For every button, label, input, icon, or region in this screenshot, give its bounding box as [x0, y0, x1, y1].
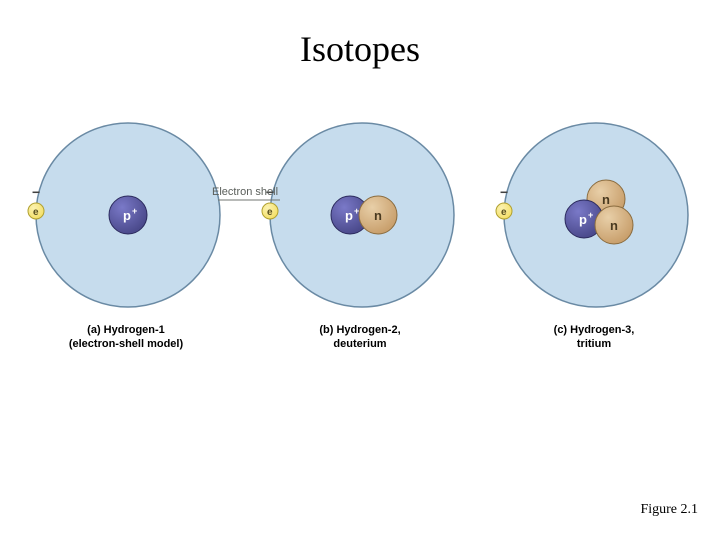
caption-line1: (b) Hydrogen-2, [319, 324, 400, 336]
atom-panel-hydrogen-3: n p+ n e − (c) Hydrogen-3, tritium [484, 115, 704, 352]
svg-text:p: p [123, 208, 131, 223]
proton: p+ [109, 196, 147, 234]
electron-minus: − [32, 184, 40, 200]
panel-caption: (a) Hydrogen-1 (electron-shell model) [69, 323, 183, 352]
svg-text:+: + [132, 206, 137, 216]
svg-text:+: + [588, 210, 593, 220]
svg-text:p: p [345, 208, 353, 223]
panel-caption: (b) Hydrogen-2, deuterium [319, 323, 400, 352]
svg-text:p: p [579, 212, 587, 227]
svg-text:e: e [501, 207, 507, 218]
panel-caption: (c) Hydrogen-3, tritium [554, 323, 635, 352]
neutron: n [359, 196, 397, 234]
atom-svg-hydrogen-3: n p+ n e − [484, 115, 704, 315]
electron-shell-annotation: Electron shell [212, 186, 278, 198]
caption-line2: (electron-shell model) [69, 338, 183, 350]
caption-line1: (a) Hydrogen-1 [87, 324, 165, 336]
svg-text:n: n [374, 208, 382, 223]
atom-panel-hydrogen-1: p+ e − (a) Hydrogen-1 (electron-shell model… [16, 115, 236, 352]
svg-text:+: + [354, 206, 359, 216]
neutron: n [595, 206, 633, 244]
electron-minus: − [500, 184, 508, 200]
atom-panel-hydrogen-2: p+ n e− (b) Hydrogen-2, deuterium [250, 115, 470, 352]
caption-line2: deuterium [333, 338, 386, 350]
caption-line1: (c) Hydrogen-3, [554, 324, 635, 336]
svg-text:e: e [33, 207, 39, 218]
figure-number: Figure 2.1 [640, 502, 698, 518]
caption-line2: tritium [577, 338, 611, 350]
isotope-diagram-row: p+ e−(a) Hydrogen-1(electron-shell model… [0, 70, 720, 352]
svg-text:n: n [610, 218, 618, 233]
atom-svg-hydrogen-2: p+ n e− [250, 115, 470, 315]
page-title: Isotopes [0, 0, 720, 70]
svg-text:e: e [267, 207, 273, 218]
atom-svg-hydrogen-1: p+ e − [16, 115, 236, 315]
svg-text:n: n [602, 192, 610, 207]
